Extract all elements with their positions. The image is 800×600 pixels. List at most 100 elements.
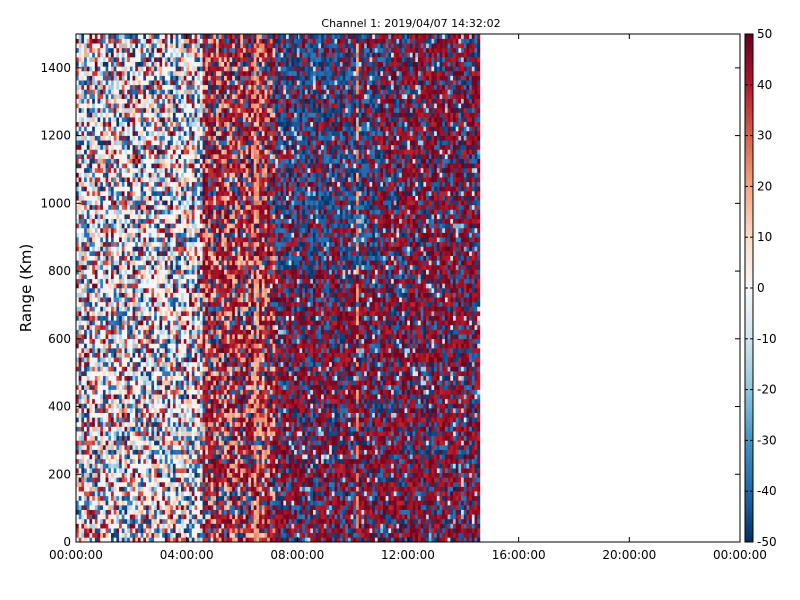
heatmap-cell (170, 274, 174, 280)
heatmap-cell (97, 84, 101, 90)
heatmap-cell (97, 468, 101, 474)
heatmap-cell (186, 191, 190, 196)
heatmap-cell (124, 412, 128, 418)
heatmap-cell (167, 237, 171, 243)
heatmap-cell (159, 269, 163, 275)
heatmap-cell (89, 315, 93, 321)
heatmap-cell (172, 255, 176, 261)
heatmap-cell (127, 306, 131, 312)
heatmap-cell (143, 348, 147, 353)
heatmap-cell (140, 301, 144, 307)
heatmap-cell (178, 454, 182, 460)
heatmap-cell (124, 505, 128, 510)
heatmap-cell (78, 348, 82, 353)
heatmap-cell (172, 246, 176, 252)
heatmap-cell (175, 403, 179, 409)
heatmap-cell (194, 454, 198, 460)
heatmap-cell (194, 227, 198, 233)
heatmap-cell (94, 98, 98, 104)
heatmap-cell (113, 518, 117, 524)
heatmap-cell (124, 509, 128, 515)
heatmap-cell (172, 398, 176, 404)
heatmap-cell (172, 274, 176, 280)
heatmap-cell (81, 324, 85, 330)
heatmap-cell (113, 246, 117, 252)
heatmap-cell (100, 500, 104, 506)
heatmap-cell (181, 394, 185, 400)
heatmap-cell (154, 112, 158, 118)
heatmap-cell (105, 209, 109, 215)
heatmap-cell (137, 186, 141, 192)
heatmap-cell (116, 514, 120, 520)
heatmap-cell (111, 338, 114, 344)
heatmap-cell (167, 463, 171, 469)
heatmap-cell (81, 518, 85, 524)
heatmap-cell (162, 352, 166, 358)
heatmap-cell (76, 163, 79, 169)
heatmap-cell (129, 495, 133, 501)
heatmap-cell (167, 154, 171, 159)
heatmap-cell (154, 232, 158, 238)
heatmap-cell (172, 343, 176, 349)
heatmap-cell (189, 204, 193, 210)
heatmap-cell (121, 380, 125, 386)
heatmap-cell (148, 278, 152, 284)
heatmap-cell (100, 38, 104, 44)
heatmap-cell (170, 70, 174, 76)
heatmap-cell (181, 375, 185, 381)
heatmap-cell (148, 167, 152, 173)
heatmap-cell (76, 246, 79, 252)
heatmap-cell (159, 403, 163, 409)
heatmap-cell (81, 255, 85, 261)
heatmap-cell (86, 338, 90, 344)
heatmap-cell (97, 324, 101, 330)
heatmap-cell (159, 468, 163, 474)
heatmap-cell (102, 121, 106, 127)
heatmap-cell (116, 311, 120, 317)
heatmap-cell (162, 463, 166, 469)
heatmap-cell (81, 264, 85, 270)
heatmap-cell (167, 380, 171, 386)
heatmap-cell (102, 94, 106, 99)
heatmap-cell (84, 532, 88, 538)
heatmap-cell (129, 204, 133, 210)
heatmap-cell (159, 163, 163, 169)
heatmap-cell (86, 172, 90, 178)
heatmap-cell (116, 223, 120, 229)
heatmap-cell (178, 389, 182, 395)
heatmap-cell (164, 440, 168, 446)
heatmap-cell (92, 66, 96, 72)
heatmap-cell (151, 255, 155, 261)
heatmap-cell (121, 112, 125, 118)
heatmap-cell (181, 514, 185, 520)
heatmap-cell (89, 98, 93, 104)
heatmap-cell (124, 121, 128, 127)
heatmap-cell (167, 61, 171, 67)
heatmap-cell (111, 181, 114, 187)
heatmap-cell (159, 84, 163, 90)
heatmap-cell (148, 481, 152, 487)
heatmap-cell (143, 375, 147, 381)
heatmap-cell (81, 352, 85, 358)
heatmap-cell (84, 172, 88, 178)
heatmap-cell (151, 338, 155, 344)
heatmap-cell (170, 246, 174, 252)
heatmap-cell (116, 449, 120, 455)
heatmap-cell (148, 361, 152, 367)
heatmap-cell (194, 112, 198, 118)
heatmap-cell (194, 130, 198, 136)
heatmap-cell (132, 107, 136, 113)
heatmap-cell (191, 440, 195, 446)
heatmap-cell (124, 232, 128, 238)
heatmap-cell (186, 343, 190, 349)
heatmap-cell (164, 112, 168, 118)
heatmap-cell (154, 57, 158, 63)
heatmap-cell (194, 384, 198, 390)
heatmap-cell (189, 518, 193, 524)
heatmap-cell (78, 200, 82, 206)
heatmap-cell (148, 440, 152, 446)
heatmap-cell (78, 408, 82, 413)
heatmap-cell (113, 449, 117, 455)
heatmap-cell (143, 140, 147, 146)
heatmap-cell (129, 158, 133, 164)
